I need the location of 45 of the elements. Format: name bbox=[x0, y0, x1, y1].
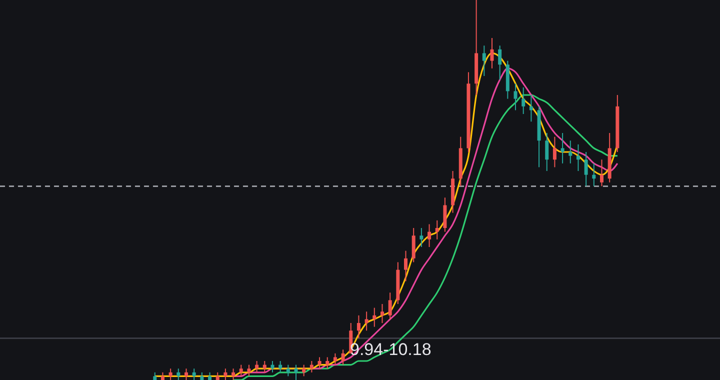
candlestick bbox=[224, 368, 228, 380]
candlestick bbox=[600, 159, 604, 187]
candlestick bbox=[490, 38, 494, 69]
candlestick bbox=[522, 86, 526, 114]
candlestick bbox=[514, 83, 518, 111]
candlestick bbox=[184, 368, 188, 380]
candlestick bbox=[412, 228, 416, 263]
candlestick bbox=[341, 349, 345, 366]
candlestick bbox=[388, 292, 392, 320]
candlestick bbox=[318, 356, 322, 370]
candlestick bbox=[326, 356, 330, 370]
candlestick bbox=[404, 250, 408, 282]
candlestick bbox=[584, 152, 588, 187]
candlestick bbox=[239, 364, 243, 377]
candlestick bbox=[560, 132, 564, 164]
candlestick bbox=[552, 136, 556, 168]
candlestick bbox=[498, 45, 502, 80]
candlestick bbox=[302, 364, 306, 377]
candlestick bbox=[592, 162, 596, 187]
candlestick bbox=[168, 368, 172, 380]
candlestick bbox=[443, 197, 447, 232]
candlestick bbox=[364, 311, 368, 332]
candlestick bbox=[435, 220, 439, 240]
candlestick bbox=[576, 144, 580, 172]
candlestick bbox=[482, 45, 486, 76]
candlestick bbox=[333, 352, 337, 366]
candlestick bbox=[568, 140, 572, 164]
candlestick bbox=[262, 360, 266, 373]
candlestick bbox=[270, 360, 274, 373]
candlestick bbox=[545, 132, 549, 172]
candlestick bbox=[529, 94, 533, 122]
candlestick bbox=[176, 368, 180, 380]
candlestick bbox=[247, 364, 251, 377]
candlestick bbox=[380, 304, 384, 324]
candlestick bbox=[294, 364, 298, 380]
candlestick bbox=[255, 360, 259, 373]
candlestick bbox=[356, 314, 360, 339]
candlestick bbox=[278, 360, 282, 373]
candlestick bbox=[192, 368, 196, 380]
candlestick bbox=[310, 360, 314, 373]
candlestick bbox=[286, 364, 290, 377]
candlestick bbox=[428, 224, 432, 248]
candlestick bbox=[372, 307, 376, 328]
candlestick bbox=[420, 228, 424, 248]
candlestick bbox=[232, 368, 236, 380]
